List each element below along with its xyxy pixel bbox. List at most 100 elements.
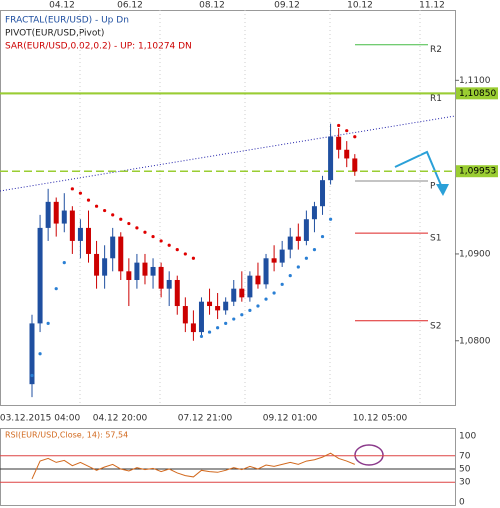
sar-dot	[345, 129, 349, 133]
candle-body	[61, 210, 67, 224]
candle-body	[295, 236, 301, 241]
candle-body	[215, 306, 221, 311]
sar-dot	[175, 248, 179, 252]
candle-body	[320, 180, 326, 207]
candle-body	[37, 227, 43, 324]
candle-body	[142, 262, 148, 276]
arrow-head	[436, 184, 449, 196]
bottom-time-label: 07.12 21:00	[178, 414, 233, 424]
sar-dot	[264, 297, 268, 301]
pivot-label: S1	[430, 234, 441, 244]
sar-dot	[30, 373, 34, 378]
sar-dot	[143, 230, 147, 234]
sar-dot	[70, 187, 74, 191]
price-tag-label: 1,10850	[459, 89, 496, 99]
pivot-label: P	[430, 182, 436, 192]
sar-dot	[111, 213, 115, 217]
rsi-line	[31, 452, 355, 480]
sar-dot	[224, 321, 228, 325]
sar-dot	[296, 265, 300, 269]
pivot-label: S2	[430, 321, 441, 331]
sar-dot	[78, 191, 83, 195]
candle-body	[279, 249, 285, 263]
sar-dot	[151, 234, 155, 239]
rsi-tick-label: 70	[459, 451, 471, 461]
sar-dot	[280, 282, 284, 286]
candle-body	[198, 301, 204, 333]
candle-body	[239, 288, 245, 298]
top-time-label: 09.12	[274, 1, 300, 11]
candle-body	[287, 236, 293, 250]
top-time-label: 10.12	[347, 1, 373, 11]
candle-body	[311, 206, 317, 220]
rsi-title: RSI(EUR/USD,Close, 14): 57,54	[5, 431, 128, 440]
candle-body	[110, 236, 116, 259]
main-frame	[0, 10, 456, 406]
y-tick-label: 1,0800	[459, 336, 491, 346]
sar-dot	[288, 274, 292, 278]
candle-body	[166, 279, 172, 289]
top-time-label: 11.12	[419, 1, 445, 11]
bottom-time-label: 03.12.2015 04:00	[0, 414, 80, 424]
y-tick-label: 1,1100	[459, 76, 491, 86]
candle-body	[102, 258, 108, 276]
rsi-tick-label: 0	[459, 498, 465, 508]
candle-body	[29, 323, 35, 385]
rsi-tick-label: 30	[459, 478, 471, 488]
candle-body	[263, 258, 269, 285]
candle-body	[182, 306, 188, 324]
top-time-label: 06.12	[117, 1, 143, 11]
sar-dot	[207, 330, 212, 334]
sar-dot	[127, 221, 131, 226]
forecast-arrow	[394, 150, 444, 191]
sar-dot	[240, 313, 244, 317]
sar-dot	[320, 234, 325, 239]
candle-body	[231, 288, 237, 302]
sar-dot	[337, 123, 341, 128]
candle-body	[174, 279, 180, 307]
pivot-label: R1	[430, 94, 442, 104]
candle-body	[158, 266, 164, 289]
price-tag-label: 1,09953	[459, 167, 496, 177]
candle-body	[150, 266, 156, 276]
sar-dot	[183, 252, 187, 256]
candle-body	[271, 258, 277, 263]
rsi-frame	[0, 428, 456, 506]
price-tag	[456, 165, 498, 178]
candle-body	[207, 301, 213, 307]
top-time-label: 04.12	[49, 1, 75, 11]
candle-body	[190, 323, 196, 333]
candle-body	[134, 262, 140, 280]
candle-body	[328, 136, 334, 181]
sar-dot	[199, 334, 204, 339]
sar-dot	[103, 208, 107, 213]
candle-body	[77, 227, 83, 241]
price-tag	[456, 87, 498, 100]
candle-body	[45, 201, 51, 228]
sar-dot	[46, 321, 50, 325]
rsi-tick-label: 100	[459, 432, 476, 442]
sar-dot	[135, 226, 139, 230]
sar-dot	[159, 239, 163, 243]
top-time-label: 08.12	[199, 1, 225, 11]
sar-dot	[248, 308, 252, 312]
sar-dot	[62, 261, 66, 265]
sar-dot	[94, 204, 99, 208]
legend-pivot: PIVOT(EUR/USD,Pivot)	[5, 29, 104, 39]
sar-dot	[119, 217, 123, 221]
candle-body	[303, 219, 309, 241]
sar-dot	[232, 317, 236, 321]
candle-body	[94, 253, 100, 276]
candle-body	[247, 275, 253, 298]
candle-body	[69, 210, 75, 241]
candle-body	[85, 227, 91, 254]
candle-body	[223, 301, 229, 311]
sar-dot	[86, 198, 91, 202]
sar-dot	[191, 256, 195, 260]
sar-dot	[353, 135, 357, 139]
sar-dot	[328, 217, 333, 221]
legend-sar: SAR(EUR/USD,0.02,0.2) - UP: 1,10274 DN	[5, 42, 192, 52]
candle-body	[336, 136, 342, 150]
